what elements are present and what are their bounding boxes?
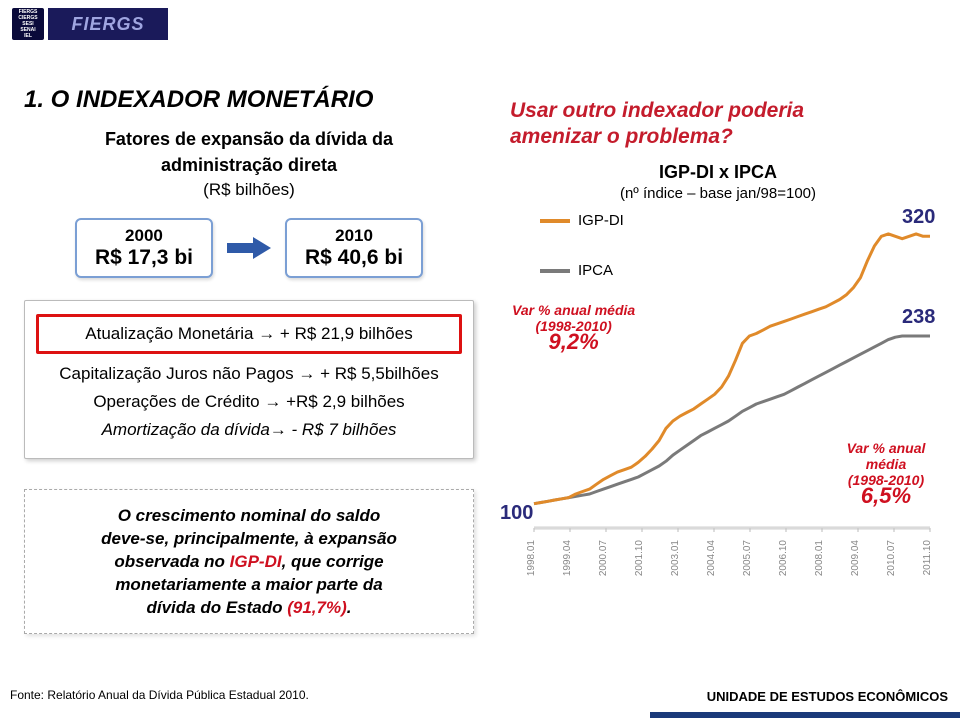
logo-small-line: IEL	[24, 33, 32, 39]
year-box-2010: 2010 R$ 40,6 bi	[285, 218, 423, 278]
year-2000-value: R$ 17,3 bi	[95, 246, 193, 270]
svg-text:2000.07: 2000.07	[598, 540, 609, 577]
logo-small: FIERGS CIERGS SESI SENAI IEL	[12, 8, 44, 40]
svg-text:2011.10: 2011.10	[922, 540, 933, 576]
chart-subtitle: (nº índice – base jan/98=100)	[492, 185, 944, 202]
legend-ipca-swatch	[540, 269, 570, 273]
chart-title: IGP-DI x IPCA	[492, 162, 944, 183]
left-subtitle-l2: administração direta	[24, 154, 474, 176]
logo-fiergs: FIERGS	[48, 8, 168, 40]
svg-text:1998.01: 1998.01	[526, 540, 537, 577]
factor-highlight: Atualização Monetária → + R$ 21,9 bilhõe…	[36, 314, 462, 354]
factor-line-3: Operações de Crédito → +R$ 2,9 bilhões	[37, 388, 461, 416]
note-l5: dívida do Estado (91,7%).	[43, 596, 455, 619]
left-subtitle-l1: Fatores de expansão da dívida da	[24, 128, 474, 150]
factor-line-2: Capitalização Juros não Pagos → + R$ 5,5…	[37, 360, 461, 388]
legend-igpdi-label: IGP-DI	[578, 212, 624, 229]
logo-fiergs-text: FIERGS	[71, 14, 144, 35]
svg-text:2005.07: 2005.07	[742, 540, 753, 577]
year-2010-label: 2010	[305, 226, 403, 246]
left-column: Fatores de expansão da dívida da adminis…	[24, 128, 474, 634]
note-l4: monetariamente a maior parte da	[43, 573, 455, 596]
var-right: Var % anual média (1998-2010) 6,5%	[828, 440, 944, 504]
chart: IGP-DI IPCA Var % anual média (1998-2010…	[492, 206, 944, 586]
legend-ipca-label: IPCA	[578, 262, 613, 279]
svg-text:2001.10: 2001.10	[634, 540, 645, 577]
footer-right: UNIDADE DE ESTUDOS ECONÔMICOS	[707, 689, 948, 704]
factor-line-1: Atualização Monetária → + R$ 21,9 bilhõe…	[41, 320, 457, 348]
svg-text:2008.01: 2008.01	[814, 540, 825, 577]
question-text: Usar outro indexador poderia amenizar o …	[492, 98, 944, 150]
footer-bar	[650, 712, 960, 718]
factor-line-4: Amortização da dívida→ - R$ 7 bilhões	[37, 416, 461, 444]
note-l3: observada no IGP-DI, que corrige	[43, 550, 455, 573]
factor-list: Atualização Monetária → + R$ 21,9 bilhõe…	[24, 300, 474, 459]
legend-ipca: IPCA	[540, 262, 613, 279]
svg-text:2003.01: 2003.01	[670, 540, 681, 577]
var-left: Var % anual média (1998-2010) 9,2%	[512, 302, 635, 350]
year-row: 2000 R$ 17,3 bi 2010 R$ 40,6 bi	[24, 218, 474, 278]
start-value: 100	[500, 502, 533, 525]
year-box-2000: 2000 R$ 17,3 bi	[75, 218, 213, 278]
header-logos: FIERGS CIERGS SESI SENAI IEL FIERGS	[12, 8, 168, 40]
svg-text:2009.04: 2009.04	[850, 540, 861, 577]
svg-text:1999.04: 1999.04	[562, 540, 573, 577]
end-value-ipca: 238	[902, 306, 935, 329]
year-2000-label: 2000	[95, 226, 193, 246]
end-value-igp: 320	[902, 206, 935, 229]
legend-igpdi: IGP-DI	[540, 212, 624, 229]
svg-text:2006.10: 2006.10	[778, 540, 789, 577]
left-unit: (R$ bilhões)	[24, 180, 474, 200]
footnote: Fonte: Relatório Anual da Dívida Pública…	[10, 688, 309, 702]
year-2010-value: R$ 40,6 bi	[305, 246, 403, 270]
section-title: 1. O INDEXADOR MONETÁRIO	[24, 86, 373, 114]
legend-igpdi-swatch	[540, 219, 570, 223]
note-l2: deve-se, principalmente, à expansão	[43, 527, 455, 550]
note-l1: O crescimento nominal do saldo	[43, 504, 455, 527]
svg-text:2010.07: 2010.07	[886, 540, 897, 577]
arrow-icon	[227, 237, 271, 259]
note-box: O crescimento nominal do saldo deve-se, …	[24, 489, 474, 634]
right-column: Usar outro indexador poderia amenizar o …	[492, 98, 944, 586]
svg-text:2004.04: 2004.04	[706, 540, 717, 577]
